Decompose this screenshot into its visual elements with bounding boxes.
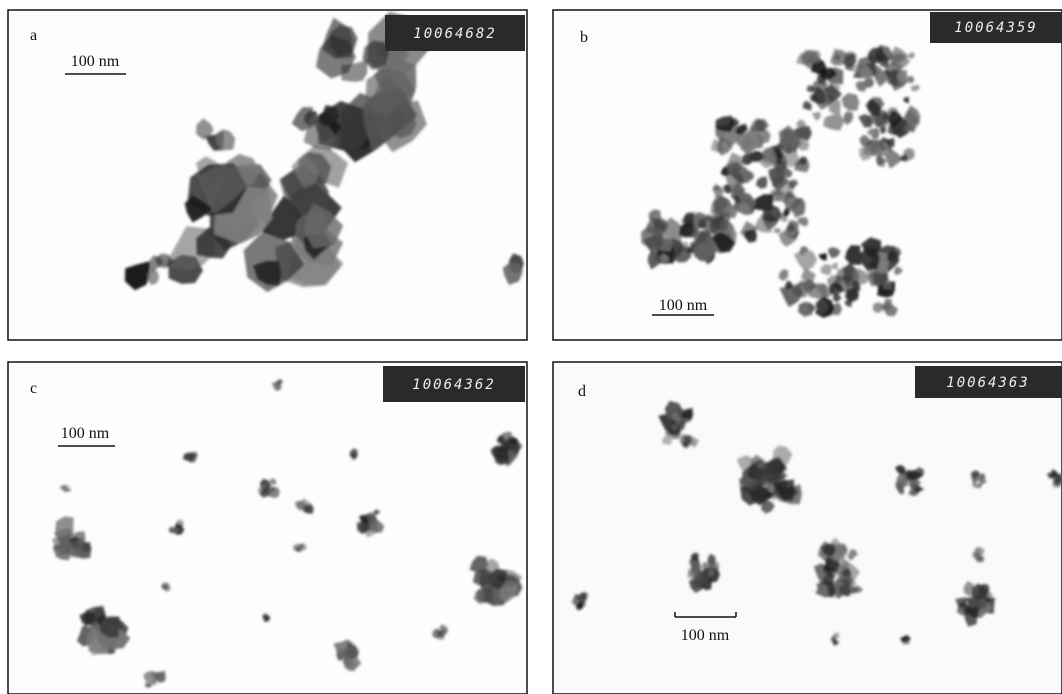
panel-label: c (30, 380, 37, 397)
panel-d: 10064363 d 100 nm (553, 362, 1062, 694)
panel-label: a (30, 27, 37, 44)
scale-bar-label: 100 nm (659, 297, 708, 314)
panel-label: d (578, 383, 586, 400)
image-id: 10064363 (946, 375, 1029, 391)
panel-frame (553, 362, 1062, 694)
scale-bar-label: 100 nm (681, 627, 730, 644)
image-id: 10064362 (412, 377, 495, 393)
panel-c: 10064362 c 100 nm (8, 362, 527, 694)
image-id: 10064682 (413, 26, 496, 42)
image-id: 10064359 (954, 20, 1037, 36)
scale-bar-label: 100 nm (71, 53, 120, 70)
panel-label: b (580, 29, 588, 46)
figure: 10064682 a 100 nm 10064359 b 100 nm 1006… (0, 0, 1062, 694)
panel-b: 10064359 b 100 nm (553, 10, 1062, 340)
scale-bar-label: 100 nm (61, 425, 110, 442)
panel-a: 10064682 a 100 nm (8, 10, 527, 340)
